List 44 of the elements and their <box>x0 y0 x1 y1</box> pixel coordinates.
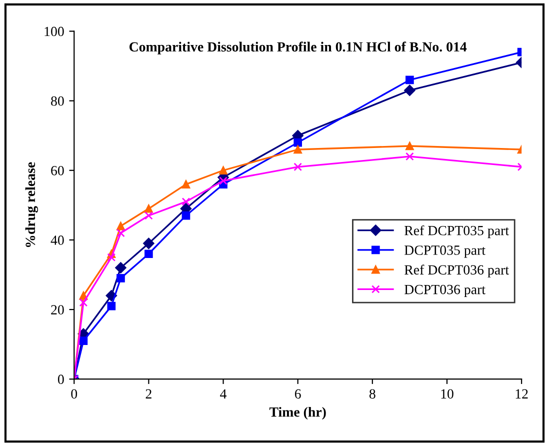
point <box>182 180 190 188</box>
point <box>294 162 302 172</box>
point <box>144 250 153 258</box>
y-tick-label: 80 <box>51 96 64 106</box>
point <box>115 262 126 274</box>
point <box>144 204 153 213</box>
x-tick-label: 6 <box>294 389 301 399</box>
x-tick-label: 4 <box>220 389 227 398</box>
legend-label: Ref DCPT035 part <box>404 225 509 238</box>
point <box>116 222 125 230</box>
legend-label: DCPT035 part <box>404 246 486 258</box>
y-axis-title: %drug release <box>25 162 38 248</box>
y-tick-label: 0 <box>58 374 64 384</box>
x-tick-label: 0 <box>71 389 78 399</box>
point <box>406 142 414 150</box>
point <box>143 238 154 250</box>
x-tick-label: 12 <box>516 389 528 398</box>
point <box>219 166 228 175</box>
point <box>219 176 228 185</box>
y-tick-label: 20 <box>51 305 64 314</box>
legend-label: DCPT036 part <box>404 284 486 298</box>
point <box>294 138 302 147</box>
point <box>294 145 302 154</box>
point <box>107 253 116 262</box>
point <box>79 336 88 345</box>
x-tick-label: 2 <box>146 389 152 398</box>
y-tick-label: 40 <box>50 236 64 245</box>
point <box>404 84 416 96</box>
point <box>116 274 125 282</box>
legend-label: Ref DCPT036 part <box>404 264 509 278</box>
x-tick-label: 8 <box>369 389 376 399</box>
x-axis-title: Time (hr) <box>269 406 326 420</box>
y-tick-label: 60 <box>51 166 64 176</box>
point <box>79 298 88 307</box>
point <box>406 152 414 161</box>
x-tick-label: 10 <box>441 389 454 399</box>
point <box>182 211 190 220</box>
text: Comparitive Dissolution Profile in 0.1N HCl of B.No. 014 <box>129 42 467 54</box>
point <box>107 302 116 310</box>
point <box>182 198 190 206</box>
point <box>116 228 125 238</box>
point <box>406 76 414 84</box>
point <box>144 211 153 220</box>
y-tick-label: 100 <box>44 26 64 36</box>
